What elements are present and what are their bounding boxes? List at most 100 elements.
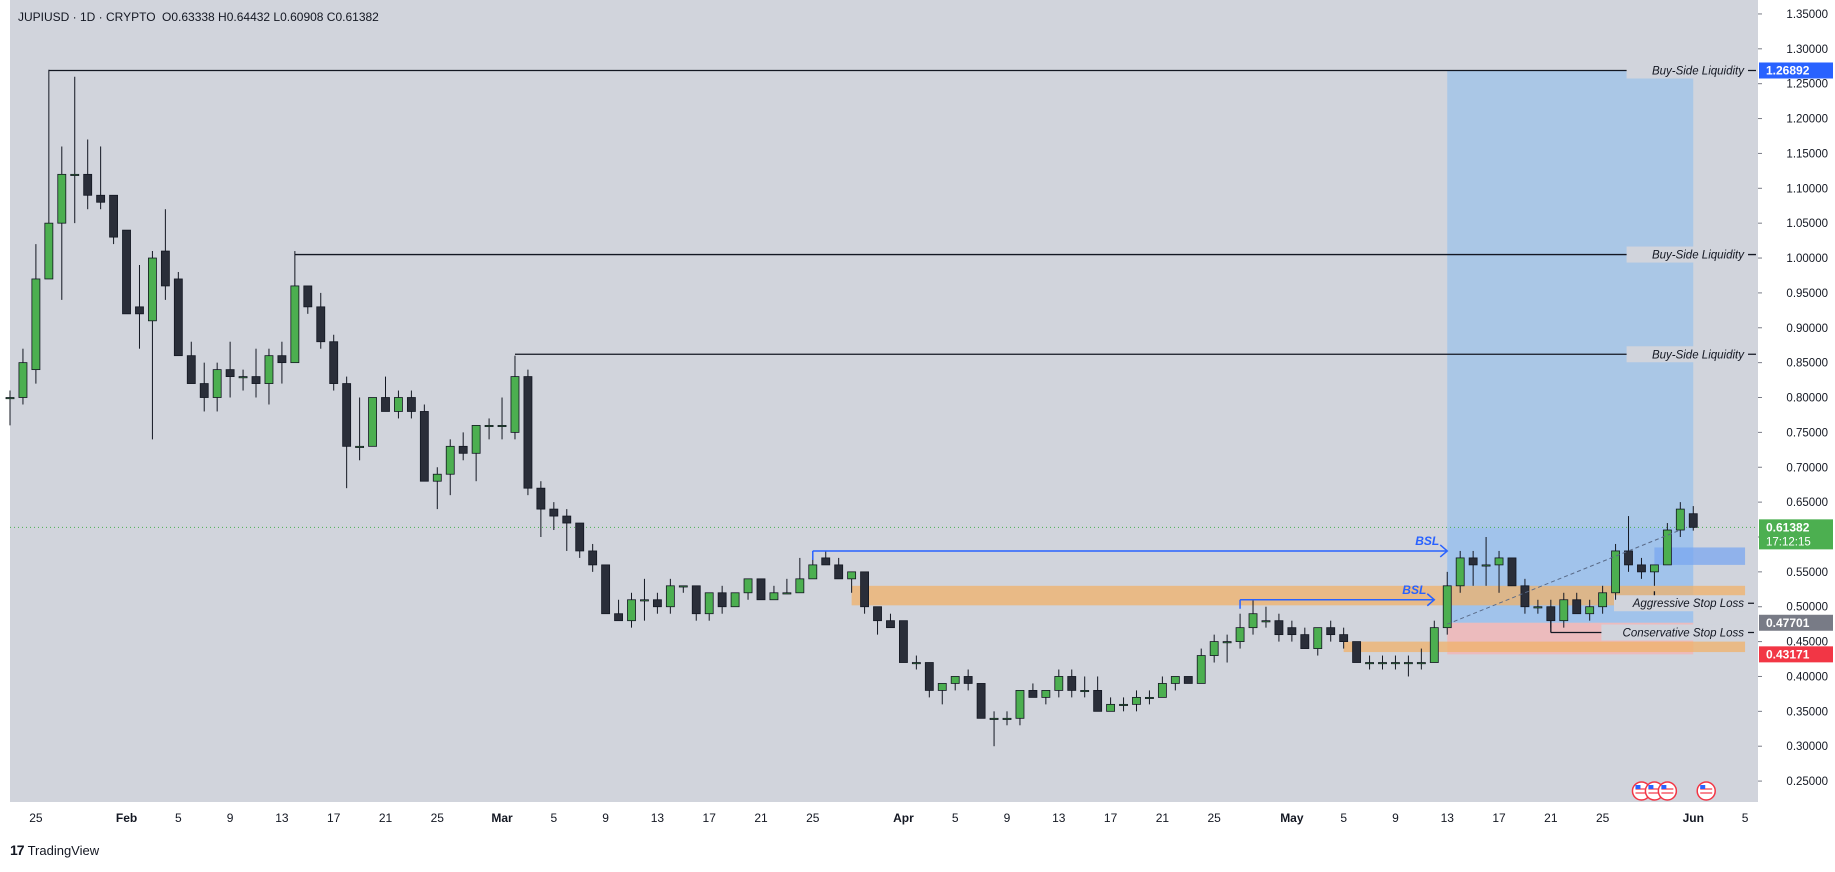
- candle-body-23: [303, 285, 313, 308]
- x-tick-label-30: 5: [1742, 811, 1749, 825]
- candle-body-72: [937, 683, 947, 691]
- price-tag-value-1: 0.61382: [1766, 520, 1810, 534]
- candle-body-62: [808, 564, 818, 580]
- level-label-1: Buy-Side Liquidity: [1652, 250, 1745, 262]
- candle-body-24: [316, 306, 326, 343]
- candle-body-116: [1507, 557, 1517, 587]
- candle-body-2: [31, 278, 41, 371]
- y-tick-label-7: 1.00000: [1786, 253, 1828, 265]
- level-label-bg-0: [1626, 62, 1748, 79]
- candle-body-51: [665, 585, 675, 608]
- candle-body-30: [394, 397, 403, 412]
- candle-body-61: [795, 578, 805, 594]
- candle-body-29: [381, 397, 390, 412]
- levels-layer: Buy-Side Liquidity Buy-Side Liquidity Buy-…: [48, 62, 1756, 641]
- candle-body-39: [510, 376, 520, 433]
- candle-body-34: [445, 445, 455, 475]
- y-tick-label-5: 1.10000: [1786, 183, 1828, 195]
- candle-body-104: [1352, 641, 1362, 663]
- candle-body-69: [899, 620, 908, 663]
- candle-body-38: [497, 425, 507, 428]
- candle-body-53: [691, 585, 701, 615]
- x-tick-label-21: 25: [1207, 811, 1221, 825]
- candle-body-81: [1054, 676, 1064, 691]
- us-flag-canton-2: [1661, 785, 1667, 789]
- candle-body-1: [18, 362, 28, 398]
- level-label-4: Conservative Stop Loss: [1623, 628, 1745, 640]
- candle-body-25: [329, 341, 339, 384]
- candle-body-82: [1067, 676, 1077, 691]
- x-tick-label-5: 17: [327, 811, 341, 825]
- x-tick-label-3: 9: [227, 811, 234, 825]
- price-tag-countdown-1: 17:12:15: [1766, 536, 1811, 548]
- us-flag-icon: [1657, 781, 1678, 801]
- arrows-layer: BSL BSL: [812, 534, 1449, 609]
- footer-brand[interactable]: 17 TradingView: [10, 840, 99, 860]
- candle-body-28: [368, 397, 377, 447]
- x-tick-label-14: 25: [806, 811, 820, 825]
- y-tick-label-11: 0.80000: [1786, 393, 1828, 405]
- candle-body-124: [1611, 550, 1620, 594]
- y-tick-label-19: 0.40000: [1786, 671, 1828, 683]
- candle-body-60: [782, 592, 792, 595]
- price-tag-bg-1: [1759, 519, 1833, 550]
- candle-body-73: [950, 676, 960, 684]
- candle-body-74: [963, 676, 973, 684]
- price-axis-background: [1758, 0, 1835, 802]
- candle-body-105: [1365, 662, 1374, 665]
- candle-body-108: [1403, 662, 1413, 665]
- blue-box: [1654, 547, 1746, 565]
- price-axis[interactable]: 1.35000 1.30000 1.25000 1.20000 1.15000 1.100…: [1758, 9, 1828, 788]
- candle-body-64: [834, 564, 844, 580]
- candle-body-6: [83, 173, 93, 196]
- candle-body-70: [911, 662, 921, 665]
- candle-body-31: [406, 397, 416, 412]
- candle-body-36: [471, 425, 481, 454]
- candle-body-26: [342, 383, 352, 447]
- us-flag-canton-0: [1635, 785, 1641, 789]
- x-tick-label-22: May: [1280, 811, 1304, 825]
- candle-body-7: [96, 194, 106, 203]
- arrow-head-0: [1439, 544, 1449, 558]
- candle-body-77: [1002, 717, 1012, 720]
- event-flags[interactable]: [1631, 781, 1716, 801]
- candle-body-58: [756, 578, 766, 601]
- candle-body-16: [212, 369, 222, 398]
- candle-body-88: [1145, 696, 1154, 699]
- candle-body-111: [1442, 585, 1452, 629]
- candle-body-99: [1287, 627, 1297, 636]
- candle-body-112: [1455, 557, 1465, 587]
- y-tick-label-12: 0.75000: [1786, 427, 1828, 439]
- candle-body-33: [432, 473, 442, 482]
- y-tick-label-2: 1.25000: [1786, 79, 1828, 91]
- candle-body-56: [730, 592, 740, 608]
- candle-body-13: [173, 278, 183, 357]
- candle-body-0: [5, 397, 15, 400]
- x-tick-label-19: 17: [1104, 811, 1118, 825]
- y-tick-label-17: 0.50000: [1786, 602, 1828, 614]
- candle-body-80: [1041, 690, 1051, 698]
- x-tick-label-9: 5: [550, 811, 557, 825]
- x-tick-label-1: Feb: [116, 811, 137, 825]
- y-tick-label-18: 0.45000: [1786, 637, 1828, 649]
- x-tick-label-23: 5: [1340, 811, 1347, 825]
- candle-body-127: [1650, 564, 1659, 573]
- candle-body-40: [523, 376, 533, 489]
- arrow-head-1: [1426, 593, 1436, 607]
- y-tick-label-3: 1.20000: [1786, 114, 1828, 126]
- candle-body-55: [717, 592, 727, 608]
- time-axis[interactable]: 25 Feb 5 9 13 17 21 25 Mar 5 9 13 17 21 25 Apr 5 9 13 17 21 2…: [29, 811, 1748, 825]
- candle-body-93: [1209, 641, 1219, 656]
- price-tag-value-3: 0.43171: [1766, 647, 1810, 661]
- x-tick-label-28: 25: [1596, 811, 1610, 825]
- candle-body-98: [1274, 620, 1284, 636]
- y-tick-label-22: 0.25000: [1786, 776, 1828, 788]
- candle-body-78: [1015, 690, 1025, 719]
- candle-body-92: [1196, 655, 1206, 684]
- candle-body-18: [238, 376, 248, 379]
- candle-body-11: [148, 257, 157, 322]
- candle-body-45: [588, 550, 598, 566]
- x-tick-label-20: 21: [1156, 811, 1170, 825]
